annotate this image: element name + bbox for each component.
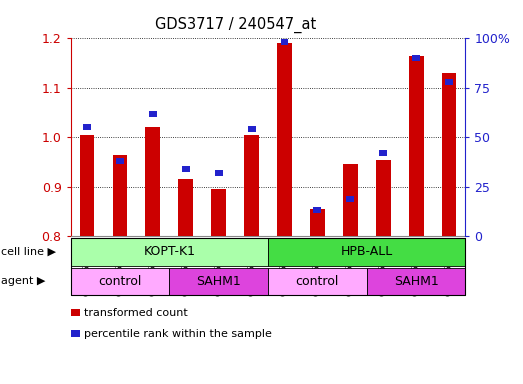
Bar <box>247 126 256 132</box>
Bar <box>116 158 124 164</box>
Text: KOPT-K1: KOPT-K1 <box>143 245 195 258</box>
Bar <box>441 73 457 236</box>
Text: cell line ▶: cell line ▶ <box>1 247 55 257</box>
Bar <box>408 56 424 236</box>
Bar <box>376 159 391 236</box>
Text: SAHM1: SAHM1 <box>196 275 241 288</box>
Text: control: control <box>295 275 339 288</box>
Bar <box>277 43 292 236</box>
Bar <box>149 111 157 116</box>
Bar <box>145 127 160 236</box>
Text: HPB-ALL: HPB-ALL <box>340 245 393 258</box>
Bar <box>211 189 226 236</box>
Bar <box>310 209 325 236</box>
Bar <box>412 55 420 61</box>
Bar <box>280 40 289 45</box>
Text: agent ▶: agent ▶ <box>1 276 45 286</box>
Bar <box>244 135 259 236</box>
Bar <box>379 150 387 156</box>
Bar <box>79 135 95 236</box>
Bar <box>182 166 190 172</box>
Text: transformed count: transformed count <box>84 308 188 318</box>
Text: GDS3717 / 240547_at: GDS3717 / 240547_at <box>155 17 316 33</box>
Bar <box>313 207 321 214</box>
Text: percentile rank within the sample: percentile rank within the sample <box>84 329 272 339</box>
Bar <box>83 124 91 130</box>
Bar <box>445 79 453 85</box>
Text: control: control <box>98 275 142 288</box>
Text: SAHM1: SAHM1 <box>394 275 438 288</box>
Bar <box>346 195 354 202</box>
Bar <box>178 179 193 236</box>
Bar <box>112 155 128 236</box>
Bar <box>343 164 358 236</box>
Bar <box>215 170 223 176</box>
